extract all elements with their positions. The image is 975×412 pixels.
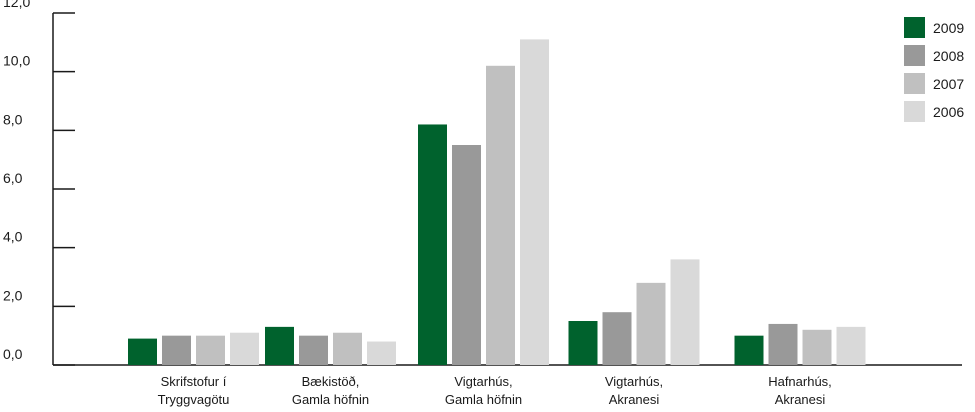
bar-2007 xyxy=(196,335,225,365)
bar-2006 xyxy=(670,259,700,365)
bar-2006 xyxy=(836,326,866,365)
category-label: Tryggvagötu xyxy=(158,392,230,407)
legend-swatch-2009 xyxy=(904,17,925,38)
chart-bars xyxy=(128,39,866,366)
category-label: Vigtarhús, xyxy=(454,374,512,389)
legend-label: 2007 xyxy=(933,76,964,92)
category-label: Bækistöð, xyxy=(302,374,360,389)
y-tick-label: 8,0 xyxy=(3,111,23,127)
y-tick-label: 4,0 xyxy=(3,229,23,245)
legend: 2009 2008 2007 2006 xyxy=(904,17,964,122)
bar-2007 xyxy=(802,329,832,365)
bar-2007 xyxy=(486,65,515,366)
category-label: Vigtarhús, xyxy=(605,374,663,389)
legend-swatch-2007 xyxy=(904,73,925,94)
x-axis-labels: Skrifstofur í Tryggvagötu Bækistöð, Gamla h… xyxy=(158,374,832,407)
bar-2006 xyxy=(230,332,259,365)
category-label: Hafnarhús, xyxy=(768,374,832,389)
y-axis-labels: 0,0 2,0 4,0 6,0 8,0 10,0 12,0 xyxy=(3,0,30,362)
bar-2009 xyxy=(734,335,764,365)
bar-2008 xyxy=(452,145,481,365)
bar-2007 xyxy=(636,282,666,365)
bar-2008 xyxy=(299,335,328,365)
bar-2008 xyxy=(768,323,798,365)
bar-2009 xyxy=(418,124,447,365)
legend-label: 2008 xyxy=(933,48,964,64)
y-tick-label: 12,0 xyxy=(3,0,30,10)
y-tick-label: 6,0 xyxy=(3,170,23,186)
category-label: Akranesi xyxy=(775,392,826,407)
category-label: Gamla höfnin xyxy=(292,392,369,407)
legend-swatch-2006 xyxy=(904,101,925,122)
bar-2007 xyxy=(333,332,362,365)
legend-swatch-2008 xyxy=(904,45,925,66)
category-label: Gamla höfnin xyxy=(445,392,522,407)
category-label: Skrifstofur í xyxy=(161,374,227,389)
bar-2008 xyxy=(162,335,191,365)
y-tick-label: 10,0 xyxy=(3,53,30,69)
bar-2009 xyxy=(265,326,294,365)
legend-label: 2009 xyxy=(933,20,964,36)
bar-2008 xyxy=(602,312,632,365)
bar-2006 xyxy=(520,39,549,366)
y-tick-label: 2,0 xyxy=(3,287,23,303)
bar-2006 xyxy=(367,341,396,365)
bar-2009 xyxy=(568,321,598,365)
category-label: Akranesi xyxy=(609,392,660,407)
bar-2009 xyxy=(128,338,157,365)
legend-label: 2006 xyxy=(933,104,964,120)
y-tick-label: 0,0 xyxy=(3,346,23,362)
